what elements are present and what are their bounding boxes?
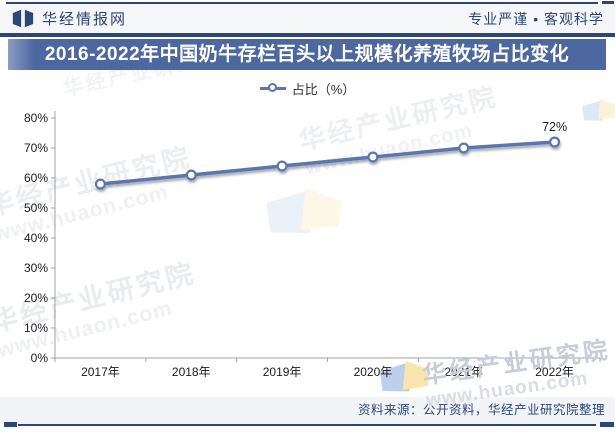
- source-strip: 资料来源：公开资料，华经产业研究院整理: [0, 397, 615, 424]
- y-tick-label: 70%: [24, 141, 48, 155]
- y-tick-label: 10%: [24, 321, 48, 335]
- x-tick-label: 2017年: [81, 365, 120, 379]
- data-point: [94, 178, 106, 190]
- data-series: [94, 136, 561, 190]
- legend: 占比（%）: [0, 80, 615, 97]
- brand-logo-icon: [12, 9, 34, 28]
- x-tick-label: 2018年: [172, 365, 211, 379]
- legend-point-icon: [267, 83, 277, 92]
- series-line: [100, 140, 555, 186]
- top-border: [6, 1, 598, 4]
- y-tick-label: 0%: [31, 351, 49, 365]
- x-tick-label: 2022年: [535, 365, 574, 379]
- data-point: [276, 160, 288, 172]
- legend-marker-icon: [259, 83, 286, 94]
- chart-title-banner: 2016-2022年中国奶牛存栏百头以上规模化养殖牧场占比变化: [8, 39, 606, 70]
- data-point: [458, 142, 470, 154]
- bottom-border: [18, 424, 596, 426]
- top-border-cap: [602, 0, 614, 6]
- x-tick-label: 2020年: [354, 365, 393, 379]
- header-slogan: 专业严谨 • 客观科学: [468, 10, 604, 27]
- y-tick-label: 40%: [24, 231, 48, 245]
- bottom-border-cap: [4, 422, 17, 427]
- y-tick-label: 80%: [24, 111, 48, 125]
- data-point: [185, 169, 197, 181]
- source-note: 资料来源：公开资料，华经产业研究院整理: [357, 403, 605, 417]
- y-tick-label: 20%: [24, 291, 48, 305]
- data-point: [549, 136, 561, 148]
- data-label: 72%: [542, 120, 567, 134]
- header: 华经情报网 专业严谨 • 客观科学: [0, 4, 615, 33]
- y-tick-label: 30%: [24, 261, 48, 275]
- brand-name: 华经情报网: [42, 11, 128, 28]
- y-tick-label: 60%: [24, 171, 48, 185]
- bottom-border-cap: [600, 422, 614, 427]
- legend-label: 占比（%）: [291, 81, 356, 97]
- data-point: [367, 151, 379, 163]
- x-tick-label: 2019年: [263, 365, 302, 379]
- x-tick-label: 2021年: [444, 365, 483, 379]
- header-divider: [0, 33, 615, 37]
- brand: 华经情报网: [11, 8, 127, 29]
- chart-title: 2016-2022年中国奶牛存栏百头以上规模化养殖牧场占比变化: [44, 44, 570, 65]
- line-chart: 0% 10% 20% 30% 40% 50% 60% 70% 80% 2017年 2018年 2019…: [24, 111, 601, 379]
- y-tick-label: 50%: [24, 201, 48, 215]
